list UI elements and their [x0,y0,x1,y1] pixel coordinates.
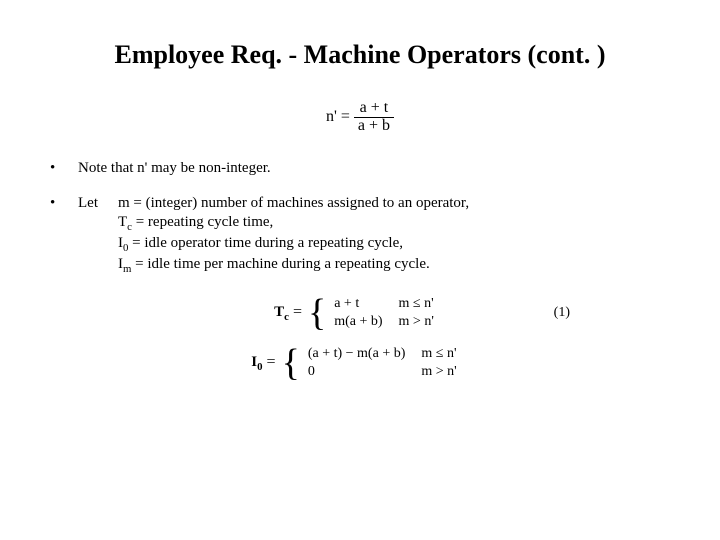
i0-c1-cond: m ≤ n' [417,345,468,363]
equation-i0-row: I0 = { (a + t) − m(a + b)m ≤ n' 0m > n' [50,345,670,381]
i0-piecewise: { (a + t) − m(a + b)m ≤ n' 0m > n' [280,345,469,381]
tc-lhs-sub: c [284,311,289,323]
definitions: m = (integer) number of machines assigne… [118,195,670,277]
i0-c1-val: (a + t) − m(a + b) [304,345,418,363]
tc-rest: = repeating cycle time, [132,214,273,230]
tc-c2-val: m(a + b) [330,313,394,331]
i0-rest: = idle operator time during a repeating … [128,235,403,251]
bullet-1: • Note that n' may be non-integer. [50,160,670,177]
tc-lhs: T [274,304,284,320]
page-title: Employee Req. - Machine Operators (cont.… [50,40,670,70]
def-m: m = (integer) number of machines assigne… [118,195,670,212]
i0-c2-val: 0 [304,363,418,381]
def-tc: Tc = repeating cycle time, [118,214,670,233]
equation-nprime: n' = a + t a + b [50,100,670,135]
im-rest: = idle time per machine during a repeati… [131,256,429,272]
bullet-2: • Let m = (integer) number of machines a… [50,195,670,277]
equation-i0: I0 = { (a + t) − m(a + b)m ≤ n' 0m > n' [251,345,468,381]
bullet-marker: • [50,160,78,177]
nprime-lhs: n' = [326,108,350,125]
def-i0: I0 = idle operator time during a repeati… [118,235,670,254]
tc-eq-sign: = [293,303,306,320]
equation-number-1: (1) [554,305,570,321]
tc-cases: a + tm ≤ n' m(a + b)m > n' [330,295,446,331]
equation-tc: Tc = { a + tm ≤ n' m(a + b)m > n' [274,295,446,331]
i0-cases: (a + t) − m(a + b)m ≤ n' 0m > n' [304,345,469,381]
brace-icon: { [308,296,326,330]
tc-c1-cond: m ≤ n' [395,295,446,313]
def-im: Im = idle time per machine during a repe… [118,256,670,275]
nprime-num: a + t [354,100,394,118]
nprime-fraction: a + t a + b [354,100,394,135]
i0-c2-cond: m > n' [417,363,468,381]
equation-tc-row: Tc = { a + tm ≤ n' m(a + b)m > n' (1) [50,295,670,331]
slide: Employee Req. - Machine Operators (cont.… [0,0,720,540]
brace-icon: { [282,346,300,380]
i0-lhs-sub: 0 [257,361,262,373]
let-label: Let [78,195,118,212]
tc-c1-val: a + t [330,295,394,313]
tc-c2-cond: m > n' [395,313,446,331]
tc-piecewise: { a + tm ≤ n' m(a + b)m > n' [306,295,446,331]
bullet-marker: • [50,195,78,212]
bullet-1-text: Note that n' may be non-integer. [78,160,670,177]
tc-sym: T [118,214,127,230]
nprime-den: a + b [354,118,394,135]
i0-eq-sign: = [267,353,280,370]
